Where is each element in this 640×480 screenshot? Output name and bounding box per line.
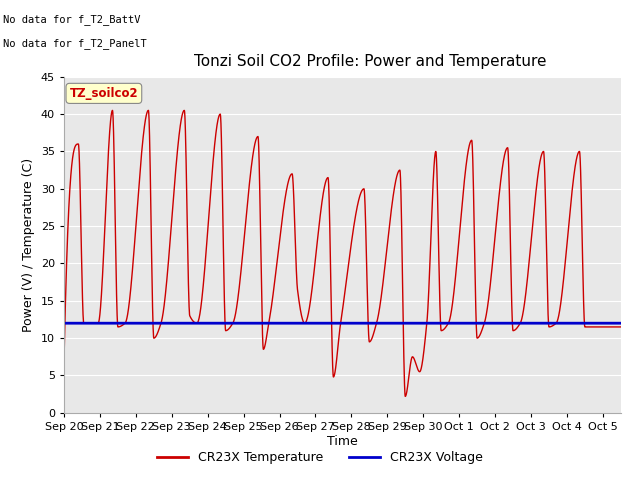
Text: No data for f_T2_PanelT: No data for f_T2_PanelT xyxy=(3,38,147,49)
Y-axis label: Power (V) / Temperature (C): Power (V) / Temperature (C) xyxy=(22,158,35,332)
X-axis label: Time: Time xyxy=(327,434,358,448)
Legend: CR23X Temperature, CR23X Voltage: CR23X Temperature, CR23X Voltage xyxy=(152,446,488,469)
Text: No data for f_T2_BattV: No data for f_T2_BattV xyxy=(3,14,141,25)
Text: TZ_soilco2: TZ_soilco2 xyxy=(70,87,138,100)
Title: Tonzi Soil CO2 Profile: Power and Temperature: Tonzi Soil CO2 Profile: Power and Temper… xyxy=(194,54,547,69)
